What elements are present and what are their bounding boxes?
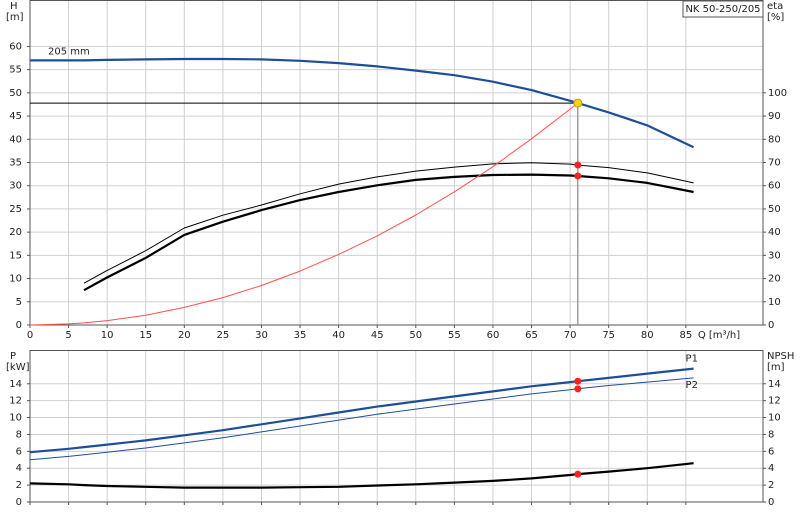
duty-marker [574,385,582,393]
x-tick-label: 60 [487,330,500,341]
y-axis-unit: [kW] [6,362,30,373]
x-tick-label: 40 [332,330,345,341]
x-tick-label: 55 [448,330,461,341]
series-line [83,162,694,284]
y2-tick-label: 20 [768,274,781,285]
y-tick-label: 50 [9,88,22,99]
chart-title: NK 50-250/205 [685,4,760,15]
y2-tick-label: 8 [768,429,774,440]
y2-tick-label: 2 [768,480,774,491]
y2-tick-label: 30 [768,250,781,261]
title-box [682,0,764,18]
y2-tick-label: 14 [768,379,781,390]
series-line [83,173,694,292]
y-tick-label: 12 [9,396,22,407]
duty-marker [574,377,582,385]
x-tick-label: 80 [641,330,654,341]
y2-axis-unit: [%] [767,12,784,23]
y2-tick-label: 0 [768,320,774,331]
series-label: 205 mm [48,46,90,57]
series-line [29,102,579,326]
x-tick-label: 85 [679,330,692,341]
y-tick-label: 0 [16,320,22,331]
y-tick-label: 40 [9,134,22,145]
y2-axis-unit: [m] [767,362,785,373]
y-tick-label: 5 [16,297,22,308]
series-line [29,462,694,489]
y-axis-label: P [10,351,16,362]
series-line [29,367,694,454]
x-tick-label: 15 [139,330,152,341]
duty-marker [574,470,582,478]
y2-tick-label: 100 [768,88,787,99]
y-tick-label: 25 [9,204,22,215]
x-tick-label: 10 [101,330,114,341]
y-tick-label: 2 [16,480,22,491]
y-tick-label: 45 [9,111,22,122]
y2-tick-label: 6 [768,446,774,457]
x-tick-label: 0 [27,330,33,341]
duty-marker [574,172,582,180]
series-line [29,377,694,461]
duty-marker [574,161,582,169]
y2-tick-label: 90 [768,111,781,122]
y-tick-label: 10 [9,274,22,285]
y2-axis-label: eta [767,1,783,12]
y-tick-label: 6 [16,446,22,457]
x-tick-label: 5 [65,330,71,341]
plot-frame [29,0,764,326]
y2-tick-label: 0 [768,497,774,508]
x-tick-label: 20 [178,330,191,341]
series-label: P2 [686,380,698,391]
x-tick-label: 45 [371,330,384,341]
y-tick-label: 10 [9,413,22,424]
y2-tick-label: 4 [768,463,774,474]
y2-tick-label: 40 [768,227,781,238]
y-tick-label: 14 [9,379,22,390]
y-tick-label: 20 [9,227,22,238]
x-tick-label: 50 [409,330,422,341]
duty-point [573,98,583,108]
y2-tick-label: 12 [768,396,781,407]
y-tick-label: 8 [16,429,22,440]
x-tick-label: 65 [525,330,538,341]
y2-tick-label: 50 [768,204,781,215]
y2-tick-label: 10 [768,413,781,424]
y2-tick-label: 80 [768,134,781,145]
x-tick-label: 25 [217,330,230,341]
y-axis-label: H [10,1,18,12]
x-axis-label: Q [m³/h] [698,330,740,341]
y-tick-label: 60 [9,41,22,52]
x-tick-label: 30 [255,330,268,341]
series-label: P1 [686,354,698,365]
y2-tick-label: 10 [768,297,781,308]
x-tick-label: 75 [602,330,615,341]
x-tick-label: 35 [294,330,307,341]
y2-tick-label: 60 [768,181,781,192]
y-tick-label: 30 [9,181,22,192]
y-axis-unit: [m] [6,12,24,23]
y-tick-label: 4 [16,463,22,474]
y-tick-label: 15 [9,250,22,261]
y2-tick-label: 70 [768,158,781,169]
y-tick-label: 35 [9,158,22,169]
plot-frame [29,350,764,503]
y-tick-label: 55 [9,65,22,76]
x-tick-label: 70 [564,330,577,341]
y-tick-label: 0 [16,497,22,508]
y2-axis-label: NPSH [767,351,794,362]
